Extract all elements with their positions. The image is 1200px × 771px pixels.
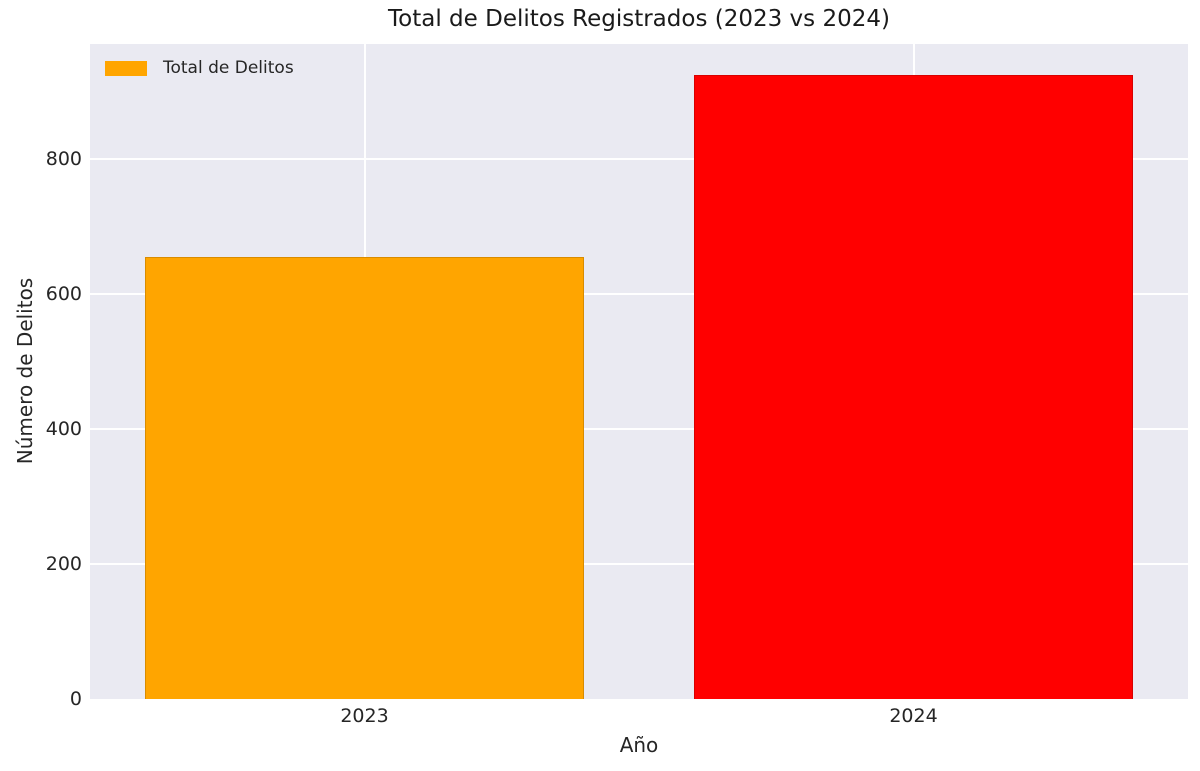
x-axis-label: Año	[619, 733, 659, 757]
chart-title: Total de Delitos Registrados (2023 vs 20…	[388, 6, 890, 32]
plot-area: Total de Delitos	[90, 44, 1188, 699]
gridline-y-400	[90, 428, 1188, 431]
y-tick-200: 200	[45, 553, 82, 576]
legend-label: Total de Delitos	[163, 58, 294, 78]
y-tick-600: 600	[45, 283, 82, 306]
gridline-y-600	[90, 293, 1188, 296]
x-tick-2023: 2023	[340, 705, 389, 727]
bar-2024	[693, 75, 1134, 699]
y-tick-800: 800	[45, 148, 82, 171]
legend: Total de Delitos	[105, 58, 294, 78]
legend-swatch	[105, 60, 147, 76]
x-tick-2024: 2024	[889, 705, 938, 727]
y-tick-400: 400	[45, 418, 82, 441]
y-tick-0: 0	[69, 688, 82, 710]
gridline-y-200	[90, 563, 1188, 566]
y-axis-label: Número de Delitos	[13, 277, 37, 465]
bar-2023	[144, 257, 585, 699]
gridline-y-800	[90, 158, 1188, 161]
